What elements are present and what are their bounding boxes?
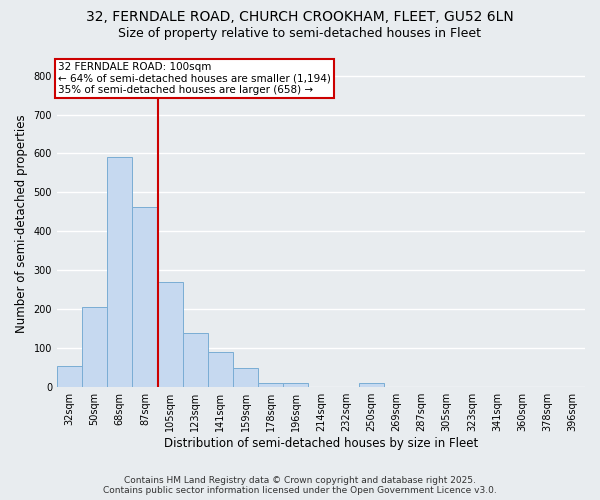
X-axis label: Distribution of semi-detached houses by size in Fleet: Distribution of semi-detached houses by … [164, 437, 478, 450]
Bar [258, 384, 283, 387]
Bar [283, 384, 308, 387]
Text: Size of property relative to semi-detached houses in Fleet: Size of property relative to semi-detach… [119, 28, 482, 40]
Bar [57, 366, 82, 387]
Bar [182, 332, 208, 387]
Bar [158, 282, 182, 387]
Y-axis label: Number of semi-detached properties: Number of semi-detached properties [15, 114, 28, 333]
Bar [107, 158, 133, 387]
Bar [82, 306, 107, 387]
Bar [133, 207, 158, 387]
Bar [208, 352, 233, 387]
Text: 32 FERNDALE ROAD: 100sqm
← 64% of semi-detached houses are smaller (1,194)
35% o: 32 FERNDALE ROAD: 100sqm ← 64% of semi-d… [58, 62, 331, 95]
Text: Contains HM Land Registry data © Crown copyright and database right 2025.
Contai: Contains HM Land Registry data © Crown c… [103, 476, 497, 495]
Bar [359, 384, 384, 387]
Bar [233, 368, 258, 387]
Text: 32, FERNDALE ROAD, CHURCH CROOKHAM, FLEET, GU52 6LN: 32, FERNDALE ROAD, CHURCH CROOKHAM, FLEE… [86, 10, 514, 24]
